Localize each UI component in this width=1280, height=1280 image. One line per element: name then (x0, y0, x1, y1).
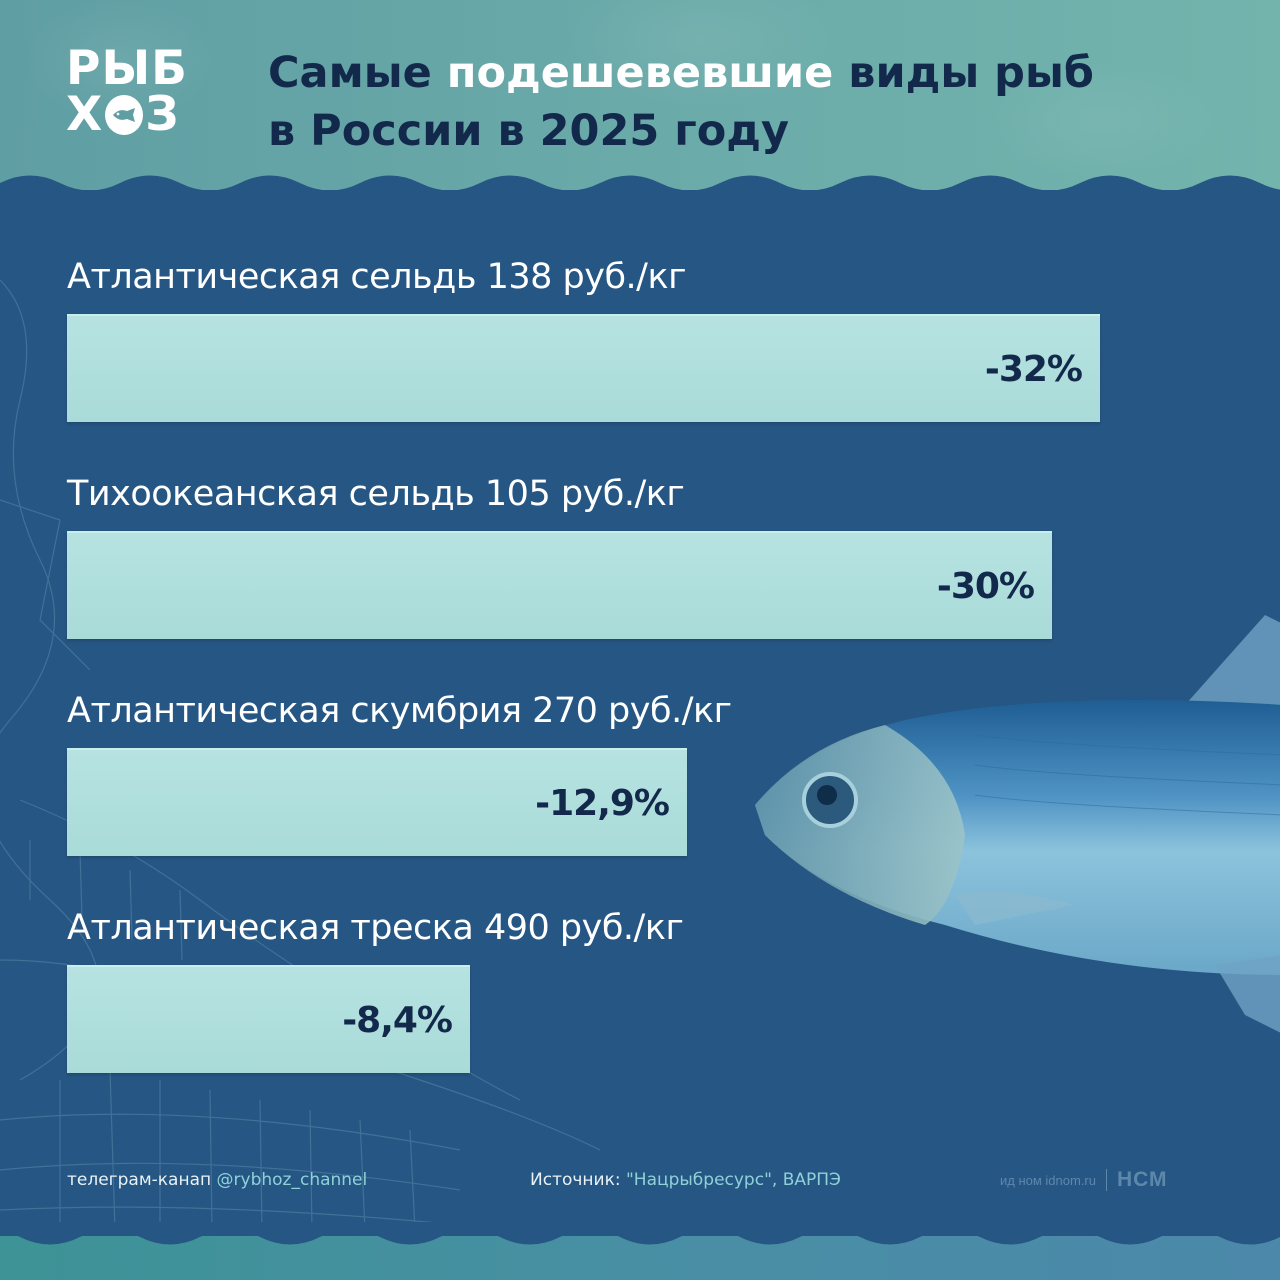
bar-value: -12,9% (535, 782, 670, 824)
chart-item-atlantic-mackerel: Атлантическая скумбрия 270 руб./кг -12,9… (67, 690, 732, 856)
bar: -8,4% (67, 965, 470, 1073)
header-wave-divider (0, 175, 1280, 198)
source-value: "Нацрыбресурс", ВАРПЭ (625, 1170, 841, 1190)
item-label: Атлантическая скумбрия 270 руб./кг (67, 691, 732, 731)
bar: -30% (67, 531, 1052, 639)
rybhoz-logo: РЫБ Х З (66, 41, 191, 142)
telegram-credit: телеграм-канап @rybhoz_channel (67, 1170, 367, 1190)
partner-divider (1106, 1169, 1107, 1191)
partner-site: ид ном idnom.ru (1000, 1172, 1096, 1188)
logo-line1: РЫБ (66, 41, 188, 96)
partner-brand-logo: НСМ (1117, 1168, 1168, 1191)
footer-wave-divider (0, 1222, 1280, 1245)
bar-value: -32% (984, 348, 1083, 390)
chart-item-atlantic-cod: Атлантическая треска 490 руб./кг -8,4% (67, 907, 684, 1073)
fish-icon (105, 95, 144, 135)
logo-letter-z: З (145, 87, 180, 142)
bar: -12,9% (67, 748, 687, 856)
partner-logos: ид ном idnom.ru НСМ (1000, 1168, 1168, 1192)
logo-letter-x: Х (66, 87, 104, 142)
page-title: Самые подешевевшие виды рыб в России в 2… (268, 44, 1094, 160)
item-label: Атлантическая сельдь 138 руб./кг (67, 257, 687, 297)
title-highlight: подешевевшие (446, 48, 834, 98)
header-band (0, 0, 1280, 190)
bar-value: -30% (936, 565, 1035, 607)
title-part2: виды рыб (833, 48, 1094, 98)
source-label: Источник: (530, 1170, 626, 1190)
chart-item-pacific-herring: Тихоокеанская сельдь 105 руб./кг -30% (67, 473, 1052, 639)
title-part1: Самые (268, 48, 447, 98)
item-label: Атлантическая треска 490 руб./кг (67, 908, 684, 948)
source-credit: Источник: "Нацрыбресурс", ВАРПЭ (530, 1170, 841, 1190)
chart-item-atlantic-herring: Атлантическая сельдь 138 руб./кг -32% (67, 256, 1100, 422)
bar-value: -8,4% (342, 999, 453, 1041)
title-line2: в России в 2025 году (268, 106, 790, 156)
item-label: Тихоокеанская сельдь 105 руб./кг (67, 474, 685, 514)
telegram-label: телеграм-канап (67, 1170, 217, 1190)
telegram-handle-link[interactable]: @rybhoz_channel (216, 1170, 368, 1190)
herring-illustration (755, 615, 1280, 1033)
bar: -32% (67, 314, 1100, 422)
